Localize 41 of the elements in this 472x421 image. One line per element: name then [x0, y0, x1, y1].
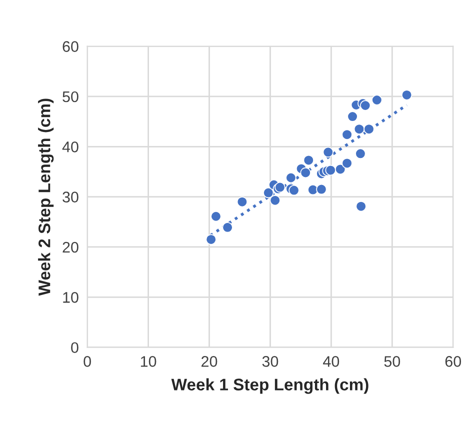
point: [288, 184, 300, 196]
point: [360, 100, 371, 111]
point: [263, 187, 274, 198]
x-tick-label: 60: [445, 356, 462, 367]
point: [316, 184, 327, 195]
x-tick-label: 10: [140, 356, 156, 367]
point: [364, 124, 374, 134]
point: [286, 172, 296, 184]
point: [347, 111, 358, 122]
x-tick-label: 30: [262, 356, 278, 367]
x-tick-label: 0: [84, 356, 91, 367]
y-tick-label: 30: [62, 192, 78, 203]
point: [222, 222, 233, 233]
y-tick-label: 0: [71, 342, 78, 354]
point: [300, 167, 311, 178]
y-axis-title: Week 2 Step Length (cm): [38, 98, 54, 296]
x-axis-title: Week 1 Step Length (cm): [171, 378, 368, 394]
y-tick-label: 40: [62, 142, 78, 152]
point: [325, 164, 336, 176]
y-tick-label: 60: [62, 41, 78, 52]
point: [303, 154, 314, 166]
point: [355, 148, 366, 160]
point: [322, 146, 334, 158]
point: [354, 124, 365, 134]
point: [270, 195, 280, 206]
x-tick-label: 20: [202, 356, 218, 367]
point: [342, 129, 352, 140]
point: [236, 196, 248, 208]
y-tick-label: 10: [63, 292, 78, 303]
y-tick-label: 20: [62, 242, 78, 253]
y-tick-label: 50: [62, 91, 78, 102]
point: [206, 234, 216, 245]
point: [356, 201, 366, 212]
point: [342, 158, 352, 169]
point: [308, 184, 318, 196]
point: [210, 211, 222, 222]
point: [401, 90, 412, 100]
x-tick-label: 40: [323, 356, 340, 367]
x-tick-label: 50: [384, 356, 400, 367]
point: [372, 94, 382, 106]
point: [335, 164, 346, 175]
